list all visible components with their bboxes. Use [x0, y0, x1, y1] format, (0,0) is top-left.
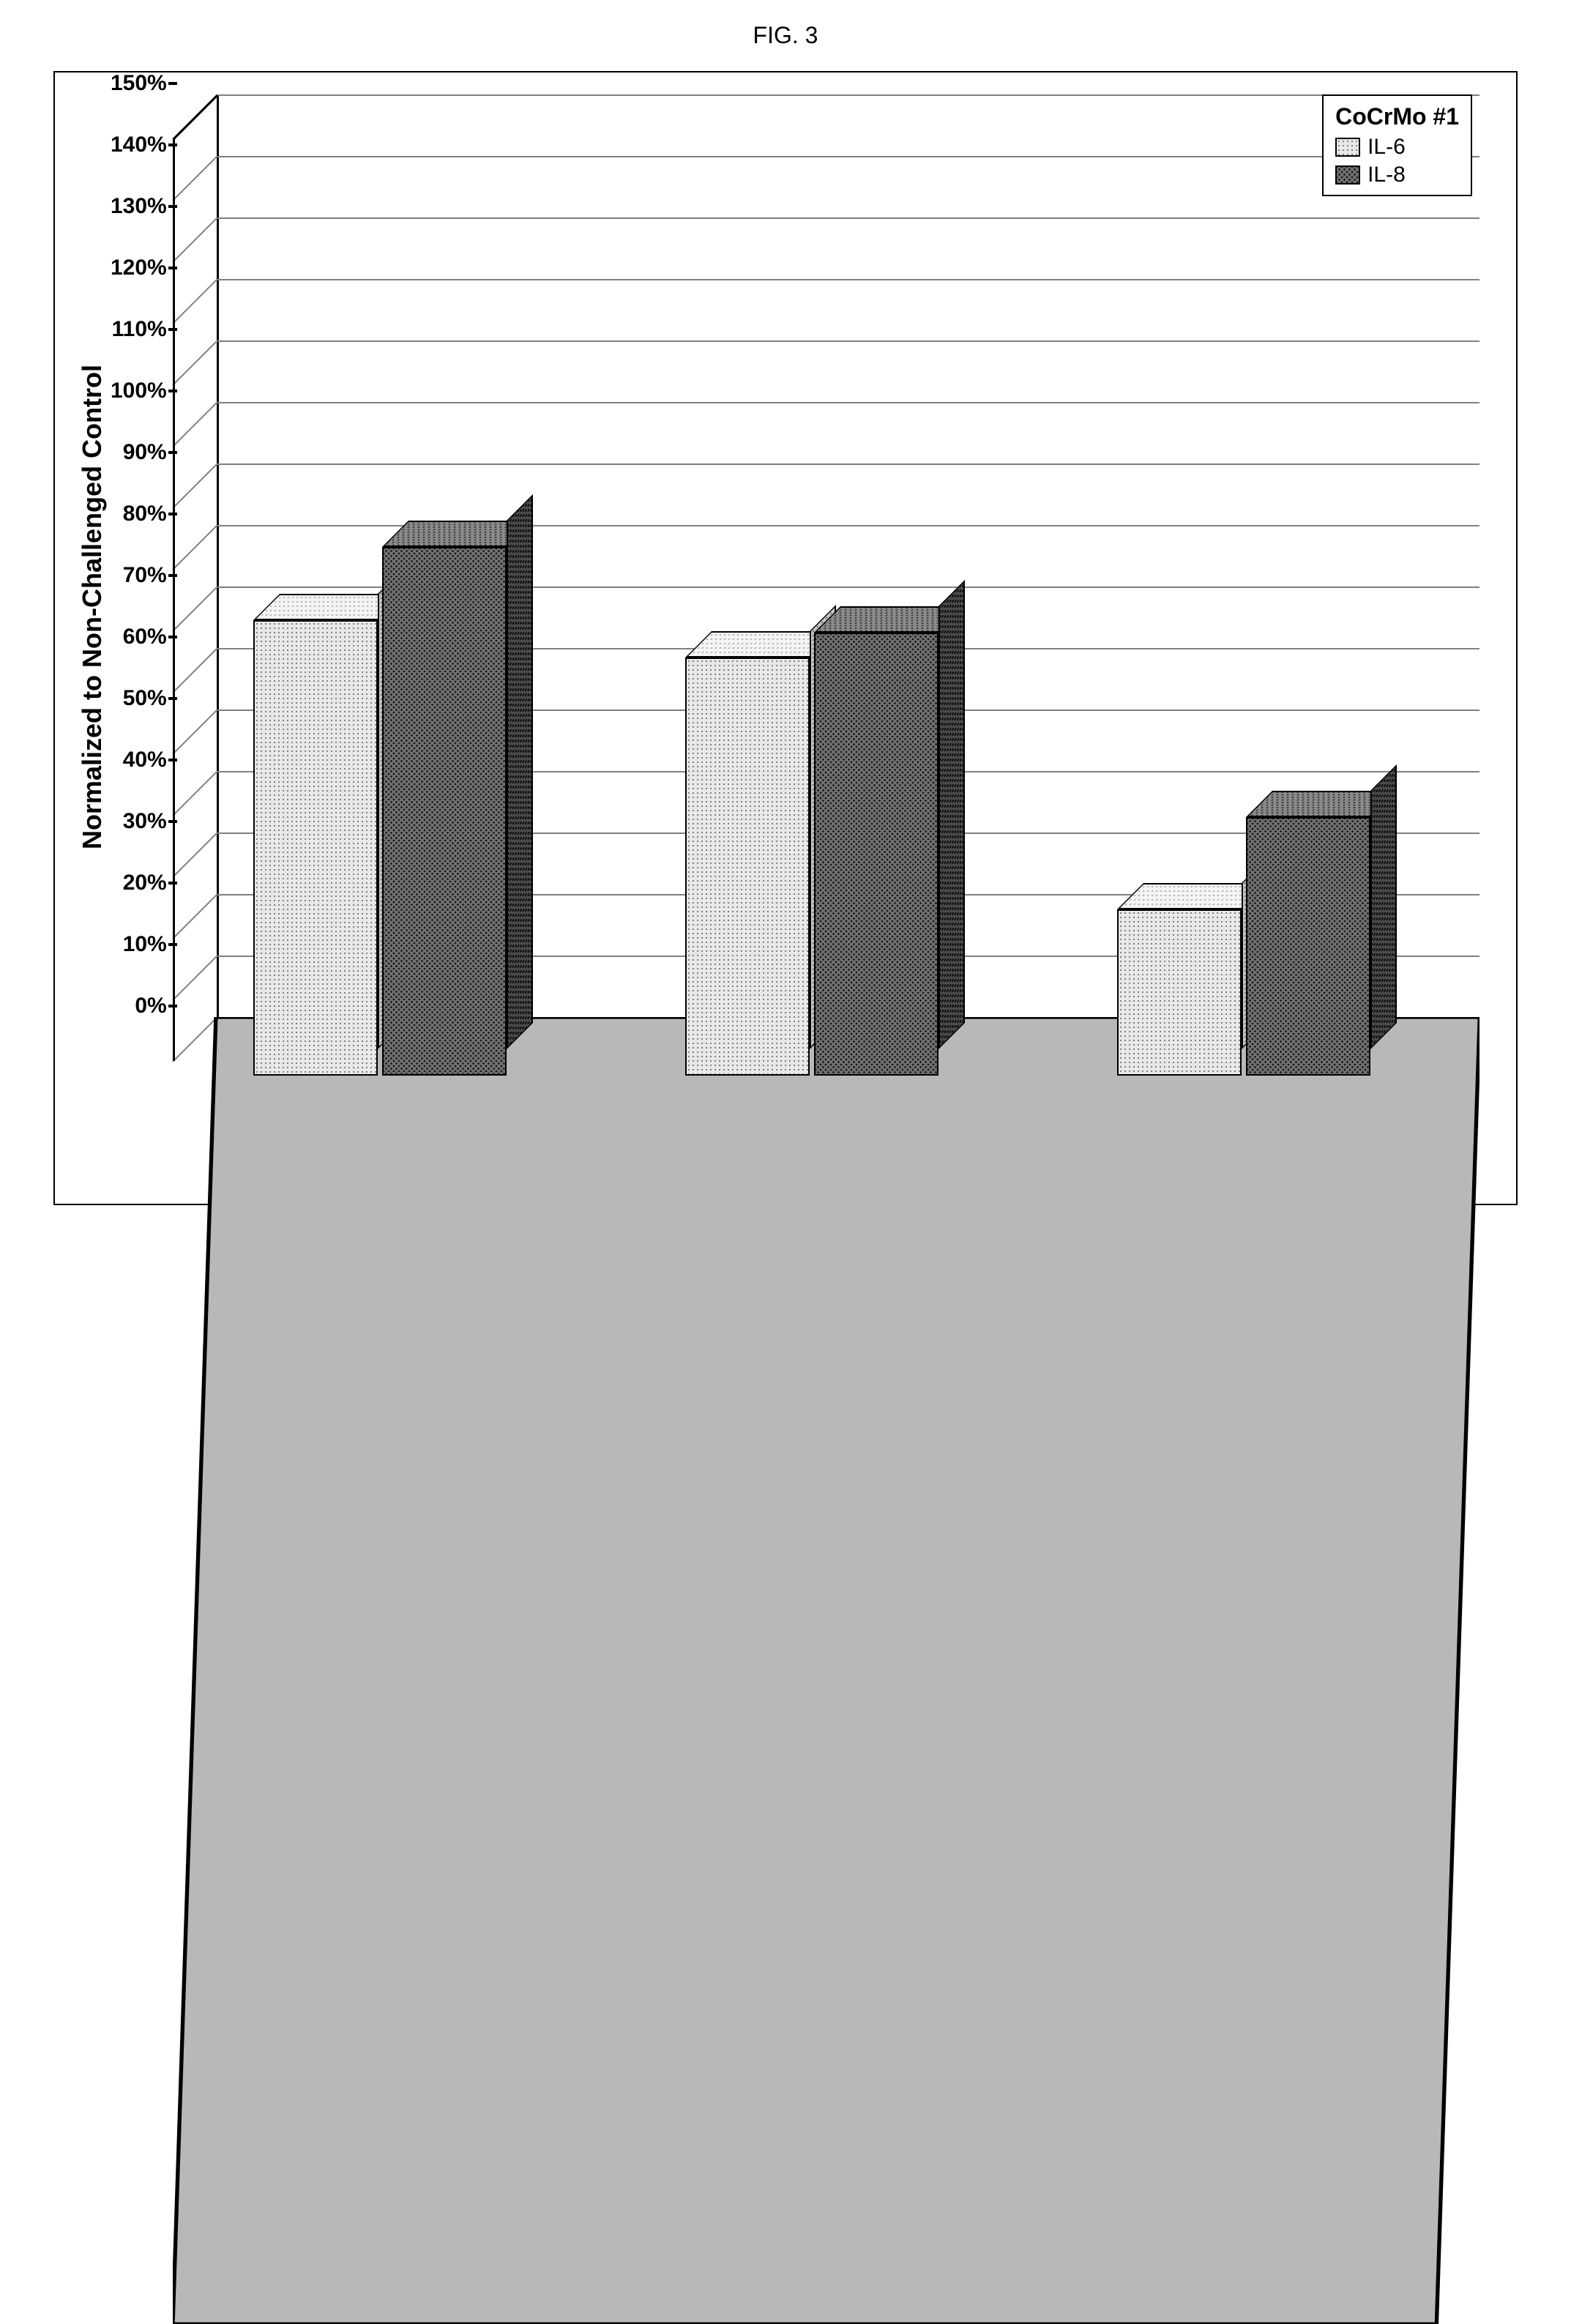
- gridline-side: [172, 710, 217, 755]
- legend-swatch-il6: [1335, 138, 1360, 157]
- bar-front: [814, 633, 939, 1076]
- bar-front: [685, 658, 810, 1076]
- gridline-side: [172, 156, 217, 201]
- legend-title: CoCrMo #1: [1335, 103, 1459, 130]
- gridline-side: [172, 586, 217, 632]
- side-wall-top-edge: [173, 94, 218, 140]
- bar-side: [507, 494, 533, 1049]
- bar-front: [1117, 909, 1242, 1076]
- gridline-side: [172, 340, 217, 386]
- legend-label-il8: IL-8: [1367, 163, 1406, 187]
- gridline-side: [172, 217, 217, 263]
- bar-group: [685, 153, 965, 1076]
- bar-side: [1370, 764, 1397, 1049]
- bar-front: [253, 620, 378, 1076]
- bar-group: [253, 153, 533, 1076]
- bar: [382, 521, 533, 1076]
- gridline-side: [172, 894, 217, 939]
- gridline: [217, 94, 1479, 96]
- legend-item-il8: IL-8: [1335, 163, 1459, 187]
- y-axis-ticks: 150%140%130%120%110%100%90%80%70%60%50%4…: [111, 83, 173, 1006]
- bar: [814, 606, 965, 1076]
- gridline-side: [172, 771, 217, 816]
- bar-group: [1117, 153, 1397, 1076]
- bar-front: [382, 547, 507, 1076]
- gridline-side: [172, 463, 217, 509]
- gridline-side: [172, 833, 217, 878]
- legend: CoCrMo #1 IL-6 IL-8: [1322, 94, 1472, 196]
- chart-frame: Normalized to Non-Challenged Control 150…: [53, 71, 1518, 1205]
- gridline-side: [172, 402, 217, 447]
- legend-item-il6: IL-6: [1335, 135, 1459, 160]
- legend-label-il6: IL-6: [1367, 135, 1406, 160]
- bar: [1246, 791, 1397, 1076]
- bar-front: [1246, 817, 1370, 1076]
- front-y-edge: [173, 138, 175, 1061]
- gridline-side: [172, 648, 217, 693]
- legend-swatch-il8: [1335, 165, 1360, 185]
- gridline-side: [172, 525, 217, 570]
- y-axis-label: Normalized to Non-Challenged Control: [70, 94, 111, 1120]
- floor-polygon: [173, 1017, 1479, 2324]
- gridline-side: [172, 279, 217, 324]
- bar-side: [939, 580, 965, 1049]
- gridline-side: [172, 956, 217, 1001]
- figure-title: FIG. 3: [22, 22, 1549, 49]
- chart-body: Normalized to Non-Challenged Control 150…: [70, 94, 1501, 1120]
- plot-area: CoCrMo #1 IL-6 IL-8: [173, 94, 1479, 1120]
